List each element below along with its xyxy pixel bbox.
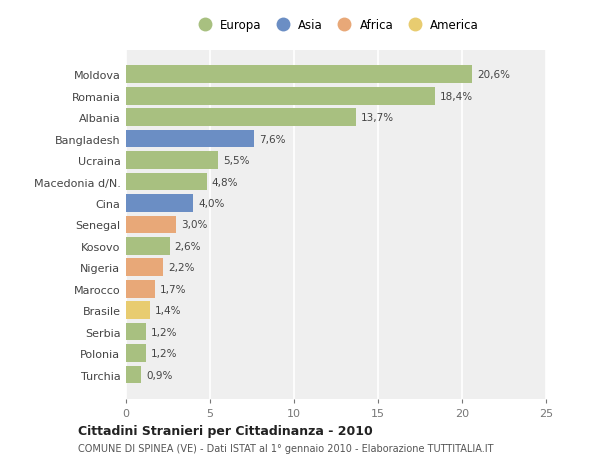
- Text: Cittadini Stranieri per Cittadinanza - 2010: Cittadini Stranieri per Cittadinanza - 2…: [78, 424, 373, 437]
- Bar: [126, 109, 356, 127]
- Text: 2,6%: 2,6%: [175, 241, 201, 251]
- Text: 4,0%: 4,0%: [198, 199, 224, 208]
- Bar: [126, 280, 155, 298]
- Text: 20,6%: 20,6%: [477, 70, 510, 80]
- Text: 3,0%: 3,0%: [181, 220, 208, 230]
- Bar: [126, 152, 218, 169]
- Bar: [126, 130, 254, 148]
- Text: 13,7%: 13,7%: [361, 113, 394, 123]
- Legend: Europa, Asia, Africa, America: Europa, Asia, Africa, America: [188, 15, 484, 37]
- Text: 1,4%: 1,4%: [155, 306, 181, 315]
- Text: 1,2%: 1,2%: [151, 327, 178, 337]
- Bar: [126, 302, 149, 319]
- Text: 4,8%: 4,8%: [212, 177, 238, 187]
- Bar: [126, 195, 193, 212]
- Text: 2,2%: 2,2%: [168, 263, 194, 273]
- Bar: [126, 174, 206, 191]
- Bar: [126, 345, 146, 362]
- Text: 5,5%: 5,5%: [223, 156, 250, 166]
- Bar: [126, 88, 435, 105]
- Bar: [126, 259, 163, 276]
- Text: 1,2%: 1,2%: [151, 348, 178, 358]
- Bar: [126, 238, 170, 255]
- Text: 7,6%: 7,6%: [259, 134, 285, 144]
- Bar: [126, 216, 176, 234]
- Text: 18,4%: 18,4%: [440, 91, 473, 101]
- Bar: [126, 323, 146, 341]
- Text: 1,7%: 1,7%: [160, 284, 186, 294]
- Bar: [126, 366, 141, 383]
- Bar: [126, 67, 472, 84]
- Text: 0,9%: 0,9%: [146, 369, 173, 380]
- Text: COMUNE DI SPINEA (VE) - Dati ISTAT al 1° gennaio 2010 - Elaborazione TUTTITALIA.: COMUNE DI SPINEA (VE) - Dati ISTAT al 1°…: [78, 443, 493, 453]
